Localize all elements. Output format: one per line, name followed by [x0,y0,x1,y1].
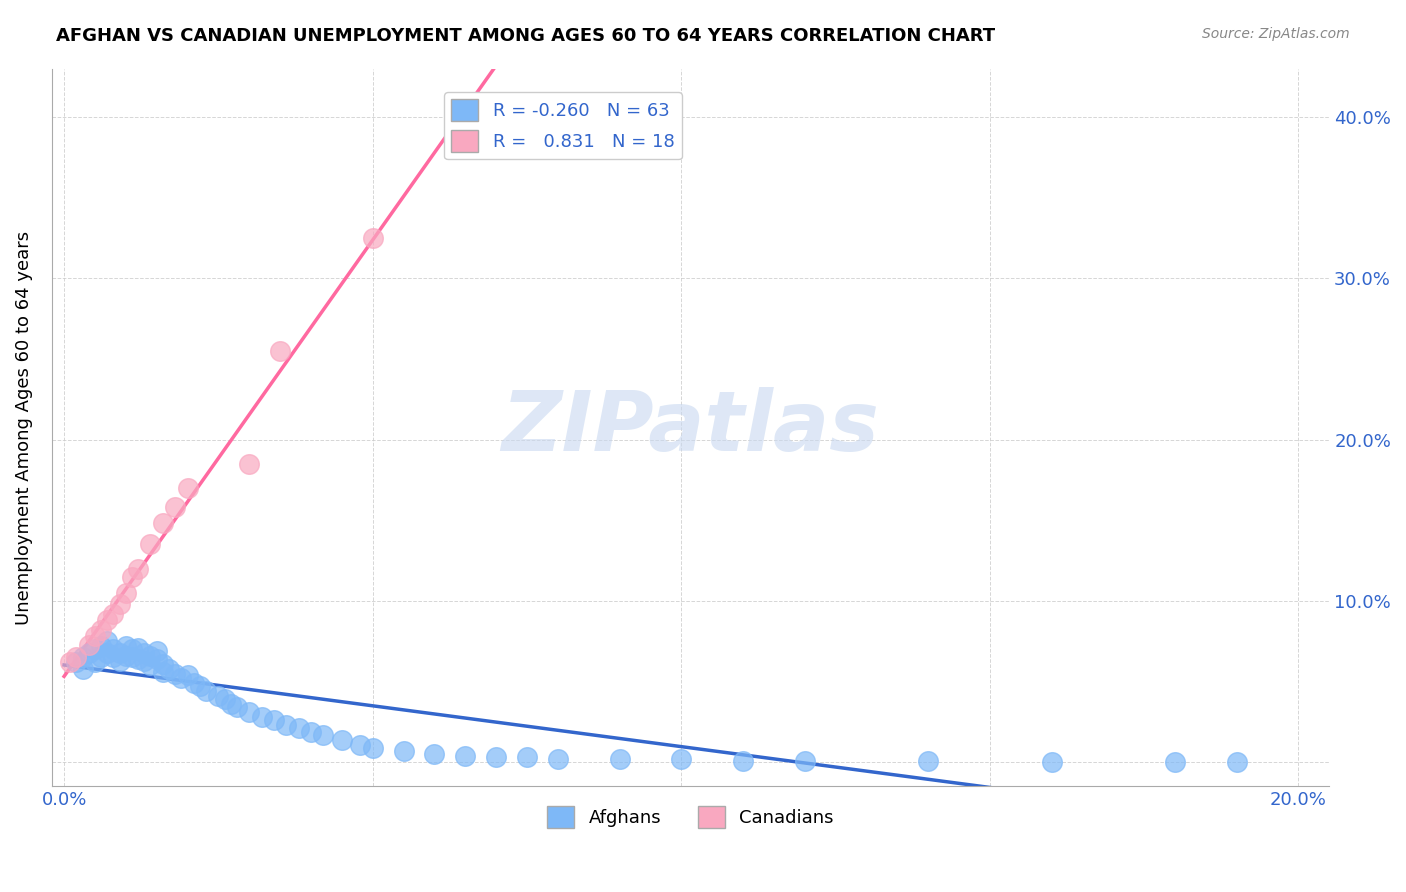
Point [65,655,87,669]
Point [349,738,371,752]
Point [145,644,167,658]
Point [170,672,193,686]
Point [793,754,815,768]
Point [84,655,107,669]
Point [139,648,162,663]
Point [195,684,218,698]
Point [176,481,198,495]
Point [127,652,149,666]
Point [114,648,136,663]
Point [96,646,118,660]
Point [1164,756,1187,770]
Point [454,748,477,763]
Point [299,724,322,739]
Point [330,732,353,747]
Point [207,689,229,703]
Point [90,623,112,637]
Point [127,562,149,576]
Point [77,646,100,660]
Point [423,747,446,762]
Point [485,750,508,764]
Text: ZIPatlas: ZIPatlas [502,387,879,468]
Point [165,666,187,681]
Point [250,710,273,724]
Point [269,343,291,358]
Y-axis label: Unemployment Among Ages 60 to 64 years: Unemployment Among Ages 60 to 64 years [15,230,32,624]
Point [1040,756,1063,770]
Point [96,634,118,648]
Point [96,613,118,627]
Point [114,639,136,653]
Point [516,750,538,764]
Point [65,650,87,665]
Point [77,638,100,652]
Point [671,752,693,766]
Point [90,639,112,653]
Point [139,658,162,673]
Point [103,607,125,621]
Point [917,754,939,768]
Point [188,680,211,694]
Point [361,740,384,755]
Point [1226,756,1249,770]
Point [263,714,285,728]
Point [134,654,156,668]
Point [287,722,309,736]
Point [238,706,260,720]
Point [731,754,754,768]
Legend: Afghans, Canadians: Afghans, Canadians [540,798,841,835]
Point [139,537,162,551]
Point [219,697,242,711]
Point [214,692,236,706]
Point [165,500,187,515]
Point [134,646,156,660]
Point [103,642,125,657]
Point [157,662,180,676]
Point [121,642,143,657]
Point [72,650,94,665]
Point [609,752,631,766]
Point [108,646,131,660]
Point [121,570,143,584]
Text: Source: ZipAtlas.com: Source: ZipAtlas.com [1202,27,1350,41]
Point [152,665,174,679]
Point [183,676,205,690]
Point [84,629,107,643]
Point [276,718,298,732]
Point [238,457,260,471]
Point [176,668,198,682]
Point [59,655,82,669]
Point [152,657,174,671]
Point [72,662,94,676]
Point [90,650,112,665]
Point [127,640,149,655]
Point [121,650,143,665]
Point [392,744,415,758]
Text: AFGHAN VS CANADIAN UNEMPLOYMENT AMONG AGES 60 TO 64 YEARS CORRELATION CHART: AFGHAN VS CANADIAN UNEMPLOYMENT AMONG AG… [56,27,995,45]
Point [312,728,335,742]
Point [361,231,384,245]
Point [103,650,125,665]
Point [225,700,247,714]
Point [84,642,107,657]
Point [145,652,167,666]
Point [152,516,174,531]
Point [547,752,569,766]
Point [114,586,136,600]
Point [108,654,131,668]
Point [108,597,131,611]
